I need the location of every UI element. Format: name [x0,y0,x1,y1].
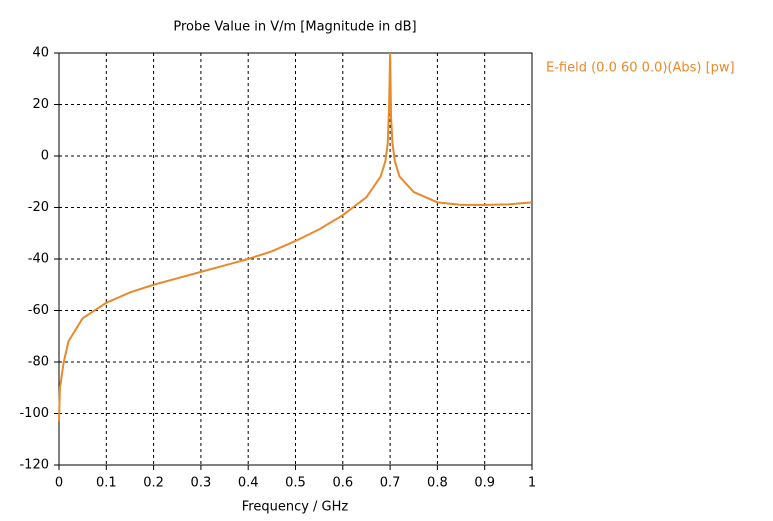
x-tick-label: 0.8 [427,476,448,491]
y-tick-label: -40 [28,252,49,267]
x-axis-label: Frequency / GHz [242,500,349,515]
x-tick-label: 0.5 [285,476,306,491]
y-tick-label: 20 [32,97,49,112]
x-tick-label: 0.9 [474,476,495,491]
y-tick-label: -80 [28,355,49,370]
chart-title: Probe Value in V/m [Magnitude in dB] [173,20,416,35]
x-tick-label: 0 [55,476,63,491]
x-tick-label: 0.3 [191,476,212,491]
y-tick-label: -100 [19,406,49,421]
y-tick-label: -60 [28,303,49,318]
x-tick-label: 0.2 [143,476,164,491]
x-tick-label: 0.1 [96,476,117,491]
y-tick-label: -20 [28,200,49,215]
x-tick-label: 0.7 [380,476,401,491]
x-tick-label: 0.4 [238,476,259,491]
legend-label: E-field (0.0 60 0.0)(Abs) [pw] [546,61,735,76]
y-tick-label: -120 [19,458,49,473]
data-line [58,52,533,422]
y-tick-label: 40 [32,46,49,61]
x-tick-label: 0.6 [332,476,353,491]
y-tick-label: 0 [41,149,49,164]
x-tick-label: 1 [528,476,536,491]
plot-frame [58,52,533,466]
